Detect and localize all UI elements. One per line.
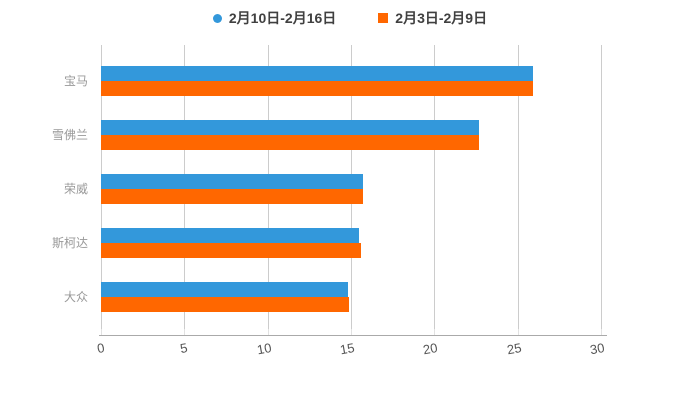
bar-week1-4[interactable] — [101, 297, 350, 312]
plot-area — [101, 45, 602, 335]
gridline — [434, 45, 436, 335]
x-tick-label: 5 — [179, 340, 189, 357]
y-axis-label: 斯柯达 — [51, 236, 88, 250]
x-axis-line — [99, 335, 607, 336]
y-axis-label: 大众 — [63, 290, 88, 304]
bar-week2-3[interactable] — [101, 228, 360, 243]
x-axis-tick — [434, 329, 436, 335]
y-axis-label: 雪佛兰 — [51, 128, 88, 142]
x-tick-label: 10 — [255, 340, 273, 358]
legend: 2月10日-2月16日 2月3日-2月9日 — [0, 8, 700, 28]
x-axis-tick — [601, 329, 602, 335]
x-axis-tick — [101, 329, 102, 335]
x-tick-label: 0 — [95, 340, 106, 357]
bar-week1-2[interactable] — [101, 189, 363, 204]
x-tick-label: 30 — [588, 340, 606, 358]
bar-week2-0[interactable] — [101, 66, 533, 81]
gridline — [517, 45, 519, 335]
legend-circle-marker-icon — [212, 13, 222, 23]
x-axis: 0 5 10 15 20 25 30 — [96, 335, 607, 375]
x-tick-label: 25 — [505, 340, 523, 358]
legend-label: 2月3日-2月9日 — [395, 10, 488, 26]
y-axis-label: 宝马 — [63, 74, 88, 88]
legend-item-feb3-9[interactable]: 2月3日-2月9日 — [378, 8, 487, 28]
y-axis-label: 荣威 — [63, 182, 88, 196]
gridline — [601, 45, 602, 335]
x-axis-tick — [351, 329, 352, 335]
bar-week2-1[interactable] — [101, 120, 480, 135]
x-tick-label: 20 — [422, 340, 439, 358]
bar-week2-2[interactable] — [101, 174, 363, 189]
bar-week1-1[interactable] — [101, 135, 480, 150]
bar-week1-3[interactable] — [101, 243, 361, 258]
legend-label: 2月10日-2月16日 — [228, 10, 337, 26]
bar-week2-4[interactable] — [101, 282, 348, 297]
x-axis-tick — [517, 329, 519, 335]
legend-square-marker-icon — [378, 13, 389, 23]
y-axis: 宝马雪佛兰荣威斯柯达大众 — [0, 45, 95, 335]
x-tick-label: 15 — [338, 340, 356, 358]
legend-item-feb10-16[interactable]: 2月10日-2月16日 — [212, 8, 337, 28]
x-axis-tick — [184, 329, 186, 335]
x-axis-tick — [267, 329, 269, 335]
bar-week1-0[interactable] — [101, 81, 533, 96]
